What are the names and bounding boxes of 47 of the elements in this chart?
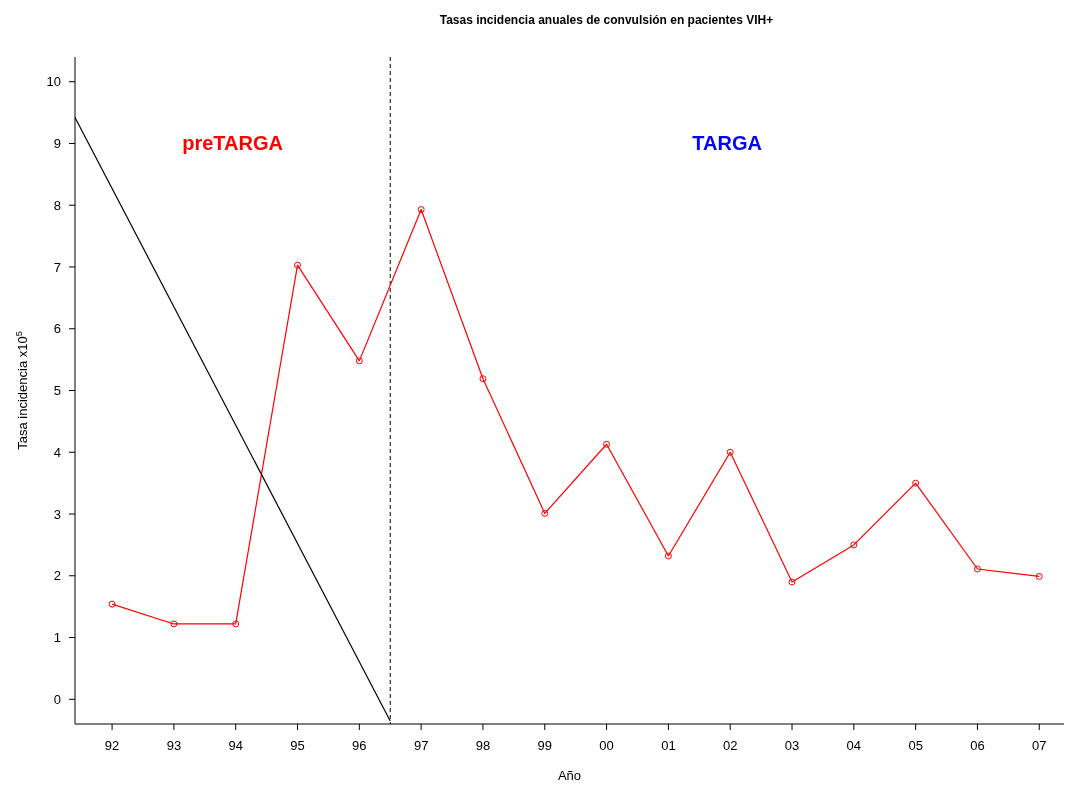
annotation: TARGA xyxy=(692,132,762,154)
y-tick-label: 4 xyxy=(53,444,61,460)
x-tick-label: 02 xyxy=(722,738,738,753)
point xyxy=(603,440,611,448)
point xyxy=(664,552,672,560)
x-tick-label: 01 xyxy=(661,738,676,753)
point xyxy=(170,620,178,628)
y-tick-label: 7 xyxy=(53,259,61,275)
point xyxy=(541,509,549,517)
x-tick-label: 96 xyxy=(352,738,367,753)
y-tick-label: 9 xyxy=(53,136,61,152)
point xyxy=(1035,572,1043,580)
x-tick-label: 03 xyxy=(784,738,800,753)
y-tick-label: 3 xyxy=(53,506,61,522)
x-tick-label: 93 xyxy=(166,738,182,753)
x-tick-label: 05 xyxy=(908,738,923,753)
point xyxy=(294,261,302,269)
point xyxy=(912,479,920,487)
point xyxy=(232,620,240,628)
point xyxy=(355,357,363,365)
x-tick-label: 94 xyxy=(228,738,243,753)
annotation: preTARGA xyxy=(182,132,283,154)
chart-title: Tasas incidencia anuales de convulsión en pacientes VIH+ xyxy=(439,13,774,27)
x-tick-label: 95 xyxy=(290,738,305,753)
x-tick-label: 98 xyxy=(475,738,491,753)
point xyxy=(788,578,796,586)
y-tick-label: 6 xyxy=(53,321,61,337)
y-tick-label: 5 xyxy=(53,383,61,399)
x-axis-title: Año xyxy=(557,768,582,783)
x-tick-label: 00 xyxy=(599,738,614,753)
point xyxy=(726,448,734,456)
x-tick-label: 99 xyxy=(537,738,553,753)
y-tick-label: 0 xyxy=(53,691,61,707)
y-tick-label: 1 xyxy=(53,630,61,646)
y-tick-label: 10 xyxy=(46,74,61,90)
point xyxy=(479,375,487,383)
x-tick-label: 04 xyxy=(846,738,862,753)
x-tick-label: 07 xyxy=(1032,738,1047,753)
y-tick-label: 8 xyxy=(53,197,61,213)
point xyxy=(850,541,858,549)
x-tick-label: 92 xyxy=(104,738,120,753)
x-tick-label: 06 xyxy=(970,738,985,753)
point xyxy=(973,565,981,573)
point xyxy=(108,600,116,608)
y-tick-label: 2 xyxy=(53,568,61,584)
point xyxy=(417,206,425,214)
x-tick-label: 97 xyxy=(413,738,429,753)
